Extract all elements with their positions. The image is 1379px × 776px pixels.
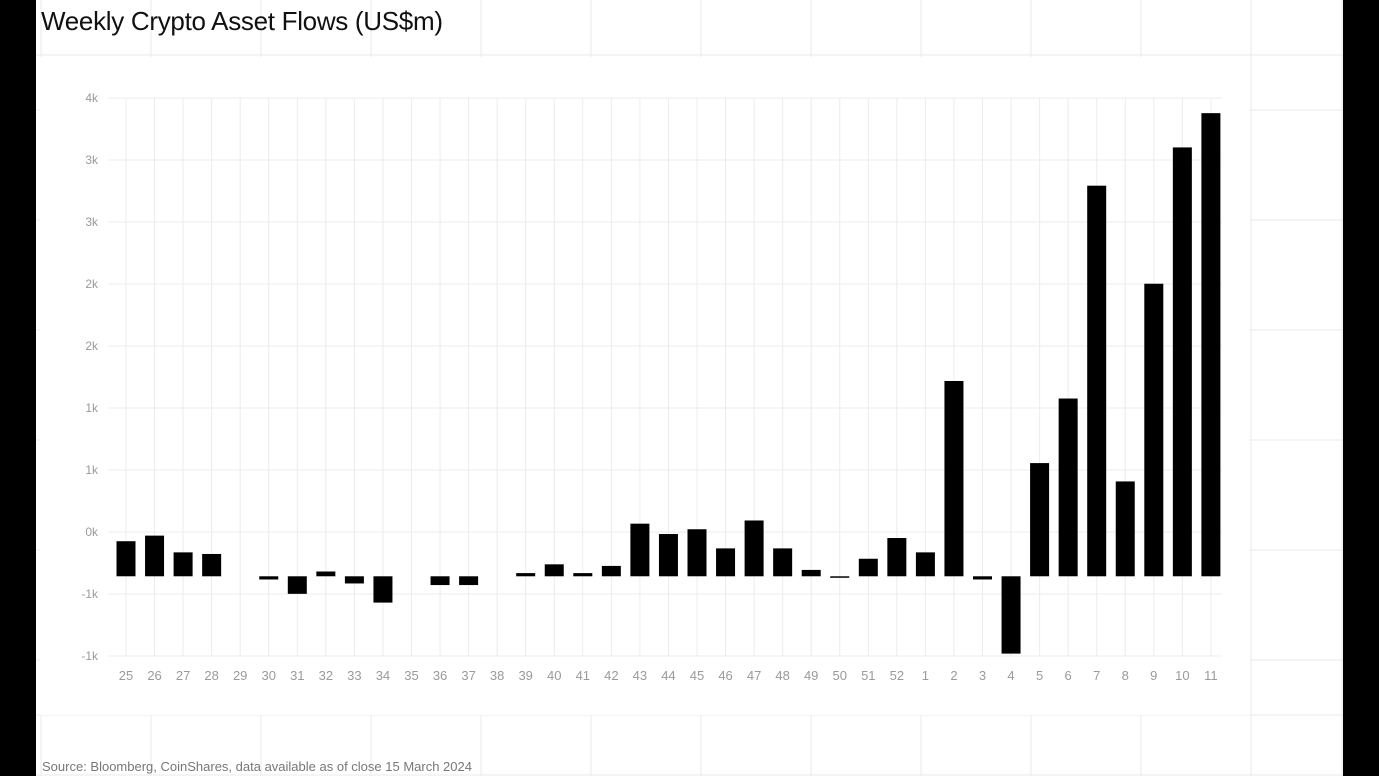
bar-week-10 bbox=[1172, 147, 1192, 577]
bar-week-32 bbox=[316, 571, 336, 577]
bar-week-11 bbox=[1201, 113, 1221, 577]
x-tick-label: 26 bbox=[147, 668, 161, 683]
bar-week-48 bbox=[773, 548, 793, 577]
x-tick-label: 3 bbox=[979, 668, 986, 683]
x-tick-label: 2 bbox=[950, 668, 957, 683]
x-tick-label: 37 bbox=[461, 668, 475, 683]
bar-week-37 bbox=[459, 576, 479, 586]
x-tick-label: 45 bbox=[690, 668, 704, 683]
x-tick-label: 43 bbox=[633, 668, 647, 683]
x-tick-label: 38 bbox=[490, 668, 504, 683]
x-tick-label: 9 bbox=[1150, 668, 1157, 683]
bar-week-36 bbox=[430, 576, 450, 586]
bar-week-9 bbox=[1144, 283, 1164, 577]
bar-week-33 bbox=[344, 576, 364, 584]
bar-week-25 bbox=[116, 541, 136, 577]
x-tick-label: 44 bbox=[661, 668, 675, 683]
x-tick-label: 29 bbox=[233, 668, 247, 683]
x-tick-label: 49 bbox=[804, 668, 818, 683]
bar-week-34 bbox=[373, 576, 393, 603]
plot-area: -1k -1k 0k 1k 1k 2k 2k 3k 3k 4k 25 26 27 28 29 30 31 32 33… bbox=[40, 57, 1250, 715]
bar-week-51 bbox=[858, 558, 878, 577]
x-tick-label: 30 bbox=[262, 668, 276, 683]
bar-week-26 bbox=[145, 535, 165, 577]
x-tick-label: 48 bbox=[775, 668, 789, 683]
x-tick-label: 8 bbox=[1122, 668, 1129, 683]
y-tick-label: 3k bbox=[85, 153, 99, 167]
bar-week-47 bbox=[744, 520, 764, 577]
y-tick-label: -1k bbox=[81, 587, 99, 601]
x-tick-label: 10 bbox=[1175, 668, 1189, 683]
y-tick-label: -1k bbox=[81, 649, 99, 663]
x-tick-label: 11 bbox=[1204, 668, 1218, 683]
bar-week-46 bbox=[716, 548, 736, 577]
bar-week-49 bbox=[801, 569, 821, 577]
chart-title: Weekly Crypto Asset Flows (US$m) bbox=[41, 6, 443, 36]
bar-week-30 bbox=[259, 576, 279, 580]
y-tick-label: 3k bbox=[85, 215, 99, 229]
y-tick-label: 2k bbox=[85, 339, 99, 353]
x-tick-label: 28 bbox=[204, 668, 218, 683]
x-tick-label: 4 bbox=[1007, 668, 1014, 683]
bar-week-39 bbox=[516, 573, 536, 577]
bar-week-31 bbox=[287, 576, 307, 594]
bar-week-5 bbox=[1030, 463, 1050, 577]
bar-week-7 bbox=[1087, 185, 1107, 577]
x-tick-label: 1 bbox=[922, 668, 929, 683]
x-tick-label: 39 bbox=[518, 668, 532, 683]
x-tick-label: 52 bbox=[890, 668, 904, 683]
x-tick-label: 31 bbox=[290, 668, 304, 683]
x-tick-label: 35 bbox=[404, 668, 418, 683]
bar-week-27 bbox=[173, 552, 193, 577]
x-tick-label: 41 bbox=[576, 668, 590, 683]
bar-week-45 bbox=[687, 529, 707, 577]
bar-week-28 bbox=[202, 553, 222, 577]
x-tick-label: 27 bbox=[176, 668, 190, 683]
bar-week-42 bbox=[601, 565, 621, 577]
x-tick-label: 51 bbox=[861, 668, 875, 683]
bar-week-40 bbox=[544, 564, 564, 577]
source-note: Source: Bloomberg, CoinShares, data avai… bbox=[42, 759, 472, 774]
y-tick-label: 4k bbox=[85, 91, 99, 105]
x-tick-label: 33 bbox=[347, 668, 361, 683]
y-tick-label: 1k bbox=[85, 401, 99, 415]
bar-week-2 bbox=[944, 380, 964, 577]
y-tick-label: 2k bbox=[85, 277, 99, 291]
x-tick-label: 7 bbox=[1093, 668, 1100, 683]
x-tick-label: 25 bbox=[119, 668, 133, 683]
x-tick-label: 5 bbox=[1036, 668, 1043, 683]
bar-week-8 bbox=[1115, 481, 1135, 577]
x-tick-label: 40 bbox=[547, 668, 561, 683]
bar-week-43 bbox=[630, 523, 650, 577]
x-tick-label: 47 bbox=[747, 668, 761, 683]
x-tick-label: 42 bbox=[604, 668, 618, 683]
y-tick-label: 1k bbox=[85, 463, 99, 477]
x-tick-label: 46 bbox=[718, 668, 732, 683]
bar-week-41 bbox=[573, 573, 593, 577]
x-tick-label: 6 bbox=[1065, 668, 1072, 683]
x-tick-label: 32 bbox=[319, 668, 333, 683]
bar-week-1 bbox=[915, 552, 935, 577]
bar-week-4 bbox=[1001, 576, 1021, 654]
bar-week-6 bbox=[1058, 398, 1078, 577]
chart-frame: Weekly Crypto Asset Flows (US$m) -1k -1k 0… bbox=[36, 0, 1343, 776]
bar-week-3 bbox=[973, 576, 992, 580]
bar-week-52 bbox=[887, 538, 907, 577]
bar-week-44 bbox=[658, 534, 678, 577]
y-tick-label: 0k bbox=[85, 525, 99, 539]
x-tick-label: 34 bbox=[376, 668, 390, 683]
x-tick-label: 50 bbox=[833, 668, 847, 683]
x-tick-label: 36 bbox=[433, 668, 447, 683]
bar-week-50 bbox=[830, 576, 850, 578]
